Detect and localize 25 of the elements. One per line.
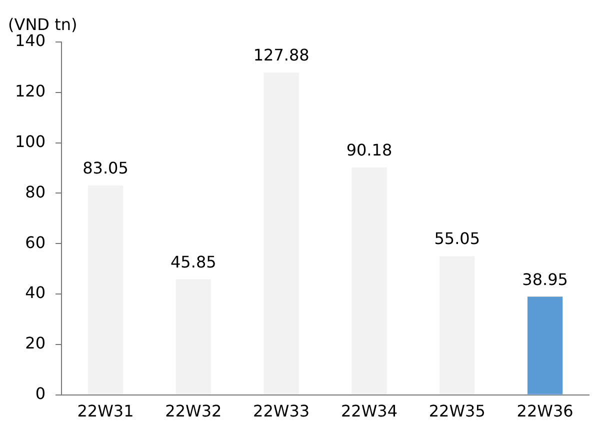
data-label: 45.85 [170, 252, 216, 272]
x-tick-label: 22W33 [253, 402, 310, 421]
bar [88, 186, 124, 394]
y-tick-label: 100 [14, 132, 46, 151]
y-tick-label: 0 [35, 384, 46, 403]
data-label: 55.05 [434, 229, 480, 248]
bar [264, 72, 299, 394]
data-label: 38.95 [522, 270, 568, 289]
y-tick-label: 60 [25, 232, 46, 252]
x-tick-label: 22W35 [428, 402, 486, 421]
x-tick-label: 22W32 [165, 402, 222, 421]
y-tick-label: 40 [25, 283, 46, 302]
y-tick-label: 120 [14, 82, 46, 101]
bar [352, 168, 387, 394]
y-tick-label: 20 [25, 334, 46, 353]
bar [440, 256, 475, 394]
bar [527, 296, 563, 394]
x-tick-label: 22W36 [516, 402, 574, 421]
data-label: 83.05 [82, 158, 128, 178]
data-label: 90.18 [346, 140, 392, 160]
bar [176, 279, 211, 394]
x-tick-label: 22W31 [77, 402, 134, 421]
data-label: 127.88 [253, 46, 310, 65]
y-tick-label: 80 [25, 182, 46, 202]
x-tick-label: 22W34 [340, 402, 398, 421]
